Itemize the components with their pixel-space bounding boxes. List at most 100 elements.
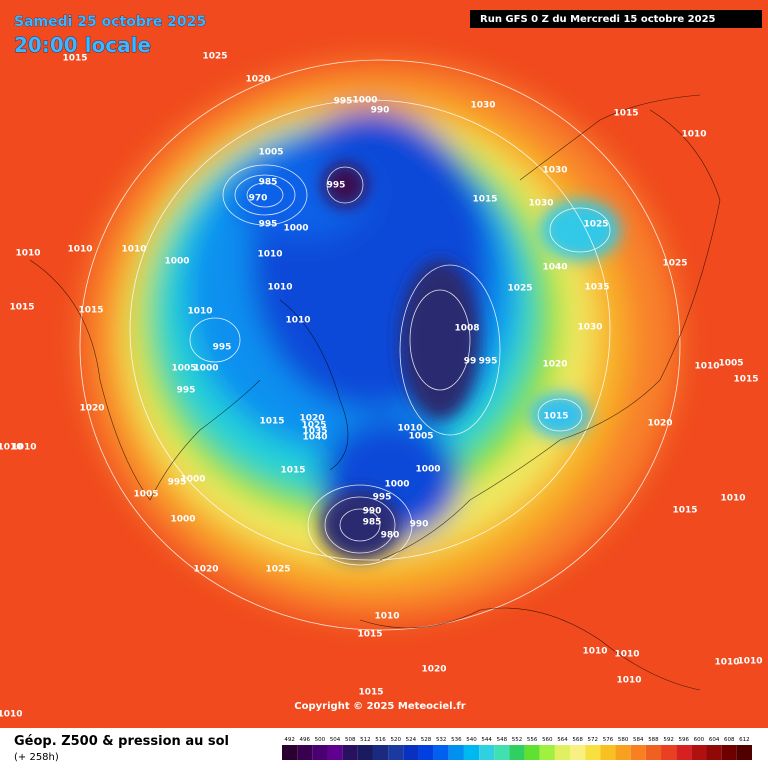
pressure-label: 1010 [267,283,292,293]
pressure-label: 1010 [121,245,146,255]
legend-tick-label: 508 [345,737,356,743]
legend-swatch [615,745,631,760]
legend-tick-label: 500 [315,737,326,743]
pressure-label: 1010 [681,130,706,140]
pressure-label: 1035 [302,427,327,437]
pressure-label: 1015 [357,630,382,640]
pressure-label: 1010 [397,424,422,434]
pressure-label: 995 [373,493,392,503]
coastlines [29,94,721,691]
pressure-label: 990 [363,507,382,517]
run-box [470,10,762,28]
pressure-label: 1005 [408,432,433,442]
run-info: Run GFS 0 Z du Mercredi 15 octobre 2025 [480,14,716,25]
pressure-label: 1020 [542,360,567,370]
pressure-label: 1008 [454,324,479,334]
pressure-label: 1015 [472,195,497,205]
legend-swatch [282,745,298,760]
legend-swatch [600,745,616,760]
pressure-label: 1040 [542,263,567,273]
legend-tick-label: 600 [694,737,705,743]
legend-tick-label: 580 [618,737,629,743]
legend-swatch [433,745,449,760]
legend-swatch [418,745,434,760]
legend-swatch [297,745,313,760]
legend-swatch [494,745,510,760]
pressure-label: 1010 [15,249,40,259]
legend-swatch [630,745,646,760]
pressure-label: 1000 [384,480,409,490]
legend-swatch [570,745,586,760]
legend-swatch [691,745,707,760]
pressure-label: 1020 [421,665,446,675]
legend-tick-label: 572 [588,737,599,743]
pressure-label: 1030 [470,101,495,111]
legend-swatch [342,745,358,760]
legend-swatch [448,745,464,760]
legend-tick-label: 496 [299,737,310,743]
pressure-label: 1010 [616,676,641,686]
legend-tick-label: 560 [542,737,553,743]
footer-title: Géop. Z500 & pression au sol [14,734,229,749]
legend-swatch [645,745,662,760]
legend-tick-label: 552 [512,737,523,743]
pressure-label: 1020 [299,414,324,424]
legend-tick-label: 548 [497,737,508,743]
legend-tick-label: 612 [739,737,750,743]
pressure-label: 1025 [202,52,227,62]
pressure-label: 1015 [259,417,284,427]
pressure-label: 1000 [164,257,189,267]
pressure-label: 1000 [283,224,308,234]
pressure-label: 1020 [245,75,270,85]
pressure-label: 1005 [718,359,743,369]
pressure-label: 1040 [302,433,327,443]
pressure-label: 985 [363,518,382,528]
pressure-label: 1005 [133,490,158,500]
legend-swatch [585,745,601,760]
legend-tick-label: 492 [284,737,295,743]
legend-swatch [554,745,571,760]
legend-tick-label: 544 [481,737,492,743]
legend-tick-label: 504 [330,737,341,743]
pressure-label: 1025 [301,421,326,431]
legend-swatch [312,745,328,760]
pressure-label: 1010 [737,657,762,667]
pressure-label: 1010 [67,245,92,255]
pressure-label: 1005 [171,364,196,374]
pressure-label: 1000 [415,465,440,475]
pressure-label: 995 [327,181,346,191]
legend-swatch [721,745,737,760]
pressure-label: 1010 [614,650,639,660]
legend-tick-label: 512 [360,737,371,743]
pressure-label: 1010 [0,443,23,453]
legend-tick-label: 532 [436,737,447,743]
pressure-label: 1030 [577,323,602,333]
legend-tick-label: 592 [663,737,674,743]
legend-swatch [509,745,525,760]
legend-swatch [479,745,495,760]
geopotential-field [0,0,768,728]
legend-tick-label: 540 [466,737,477,743]
legend-tick-label: 528 [421,737,432,743]
pressure-label: 1010 [714,658,739,668]
pressure-label: 1000 [352,96,377,106]
legend-swatch [676,745,692,760]
legend-swatch [372,745,389,760]
legend-tick-label: 568 [572,737,583,743]
legend-swatch [706,745,722,760]
pressure-label: 995 [259,220,278,230]
pressure-label: 1010 [187,307,212,317]
legend-swatch [661,745,677,760]
pressure-label: 1010 [257,250,282,260]
pressure-label: 1015 [358,688,383,698]
pressure-label: 1000 [170,515,195,525]
pressure-label: 1010 [720,494,745,504]
pressure-label: 995 [213,343,232,353]
pressure-label: 1005 [258,148,283,158]
pressure-label: 1015 [9,303,34,313]
pressure-label: 995 [177,386,196,396]
pressure-label: 1025 [265,565,290,575]
pressure-label: 99 [464,357,477,367]
legend-tick-label: 596 [679,737,690,743]
